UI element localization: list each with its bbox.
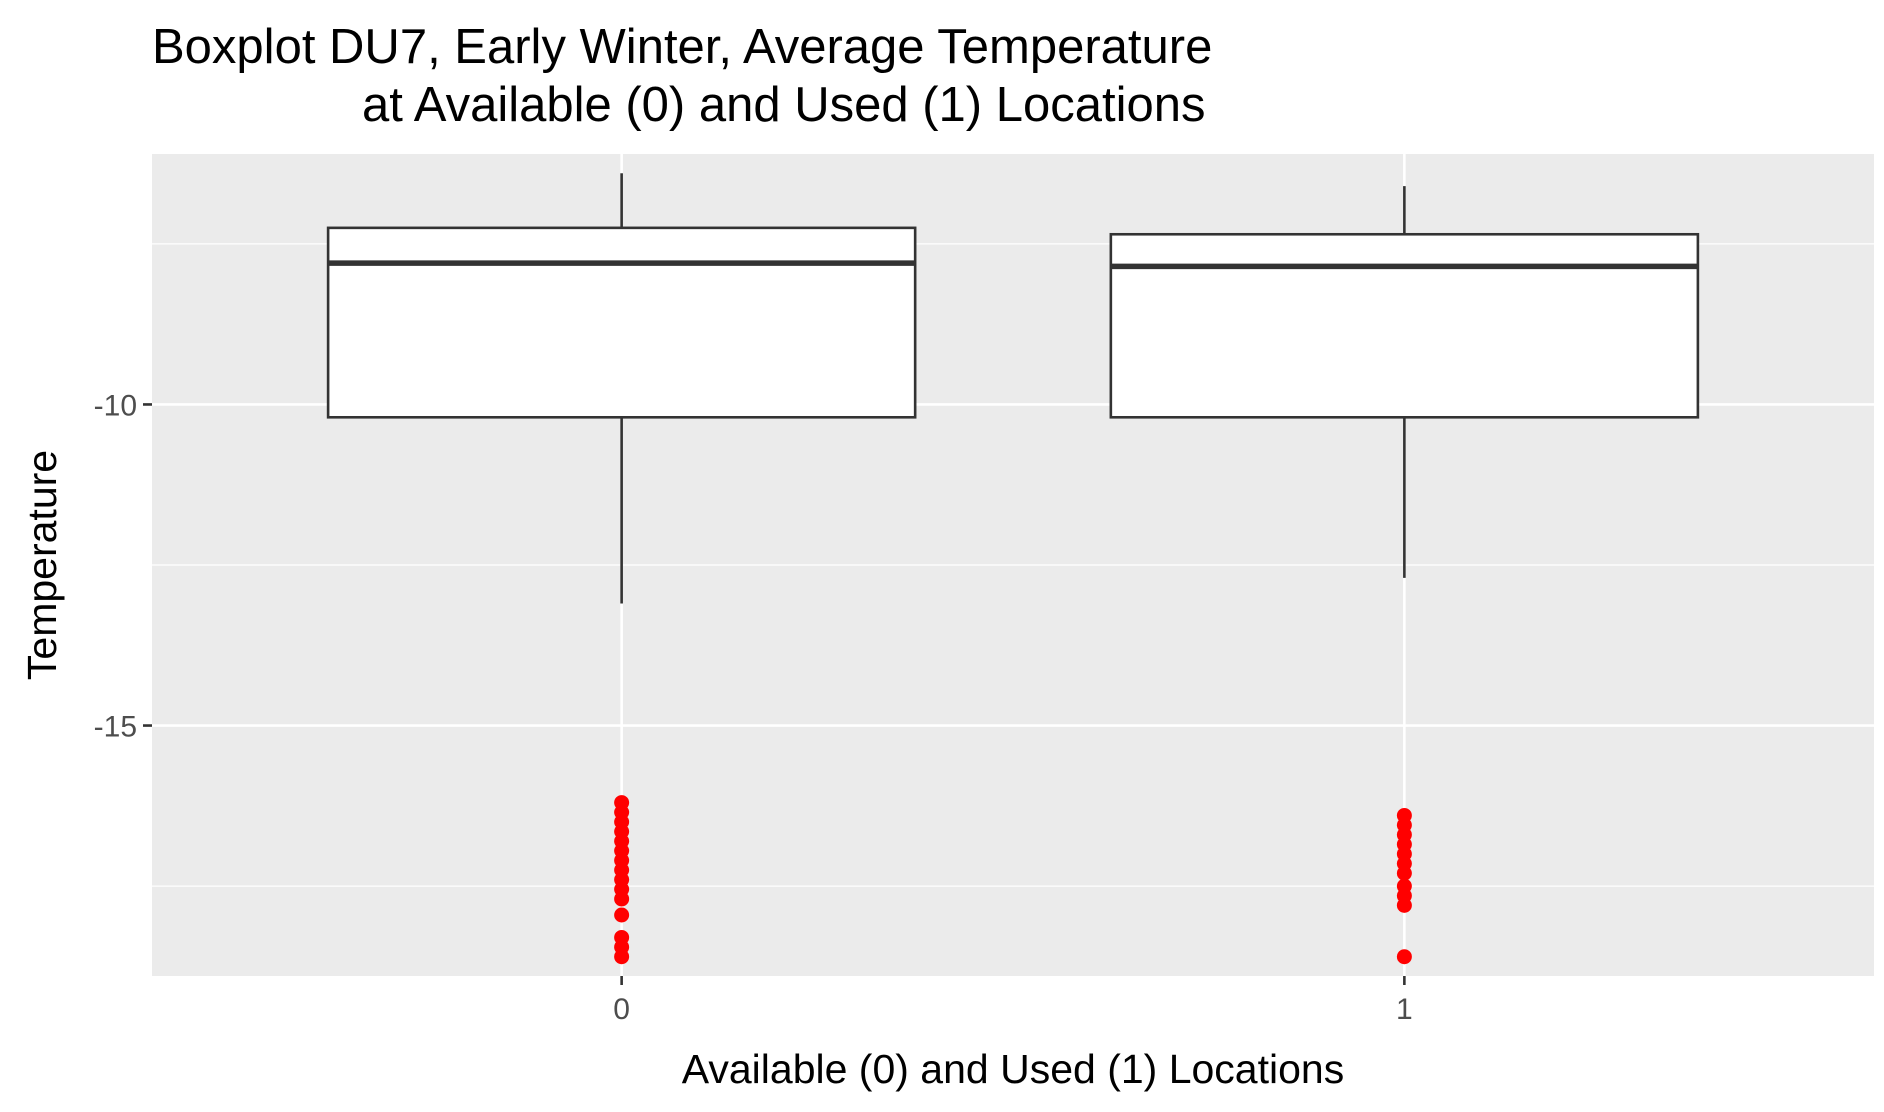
outlier-point-1-6 [1396,865,1412,881]
outlier-point-0-10 [614,891,630,907]
boxes-layer [326,173,1700,604]
y-axis-title: Temperature [19,450,65,680]
outlier-point-1-10 [1396,949,1412,965]
x-axis-title: Available (0) and Used (1) Locations [682,1046,1344,1092]
y-axis: -15 -10 [94,389,152,744]
box-group-1 [1109,186,1700,578]
outlier-point-1-9 [1396,897,1412,913]
x-tick-label-0: 0 [613,993,630,1026]
outliers-layer [614,795,1412,965]
box-group-0 [326,173,917,604]
chart-title-line-2: at Available (0) and Used (1) Locations [362,78,1205,132]
outlier-point-0-11 [614,907,630,923]
box-iqr-1 [1109,232,1700,419]
y-tick-label-0: -15 [94,711,137,744]
y-tick-label-1: -10 [94,389,137,422]
outlier-point-0-14 [614,949,630,965]
x-tick-label-1: 1 [1396,993,1413,1026]
chart-title-line-1: Boxplot DU7, Early Winter, Average Tempe… [152,20,1212,74]
box-iqr-0 [326,226,917,419]
